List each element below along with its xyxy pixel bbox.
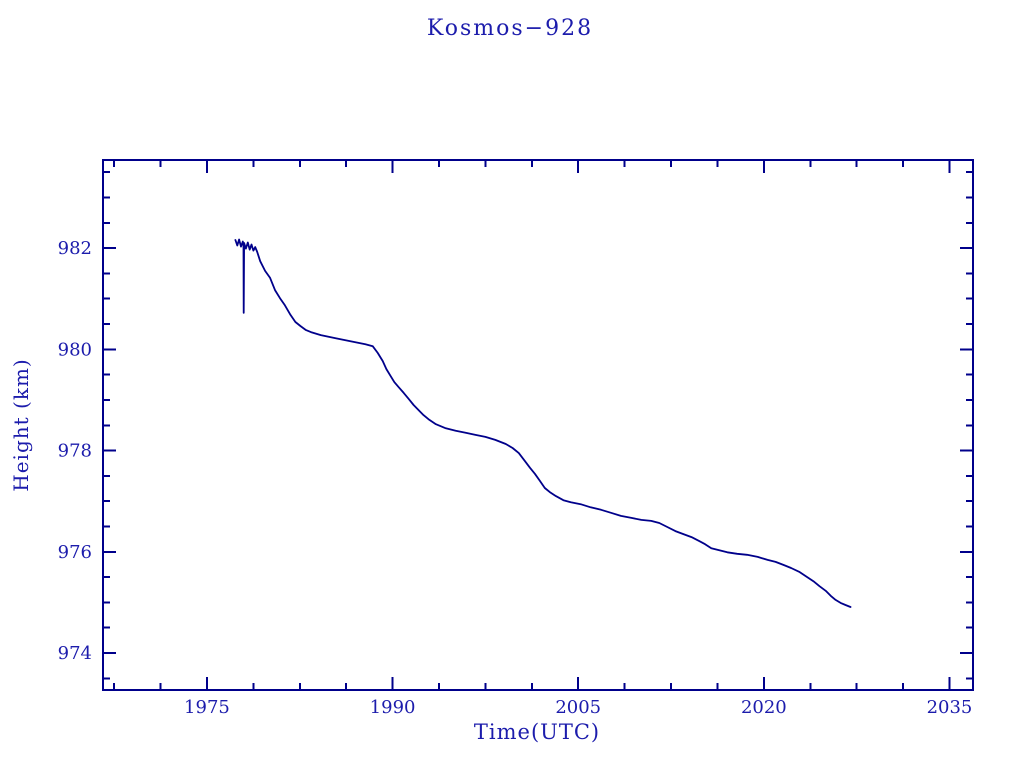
x-tick-label: 1990 <box>370 697 416 718</box>
x-tick-label: 1975 <box>184 697 230 718</box>
chart-title: Kosmos−928 <box>426 16 594 41</box>
y-tick-label: 974 <box>58 643 92 664</box>
x-tick-label: 2035 <box>927 697 973 718</box>
x-tick-label: 2020 <box>741 697 787 718</box>
y-tick-label: 980 <box>58 339 92 360</box>
data-series-line <box>234 238 852 608</box>
y-tick-label: 978 <box>58 441 92 462</box>
y-tick-label: 982 <box>58 238 92 259</box>
y-axis-title: Height (km) <box>9 358 33 492</box>
plot-frame <box>102 159 974 691</box>
x-axis-title: Time(UTC) <box>473 720 601 744</box>
x-tick-label: 2005 <box>555 697 601 718</box>
y-tick-label: 976 <box>58 542 92 563</box>
